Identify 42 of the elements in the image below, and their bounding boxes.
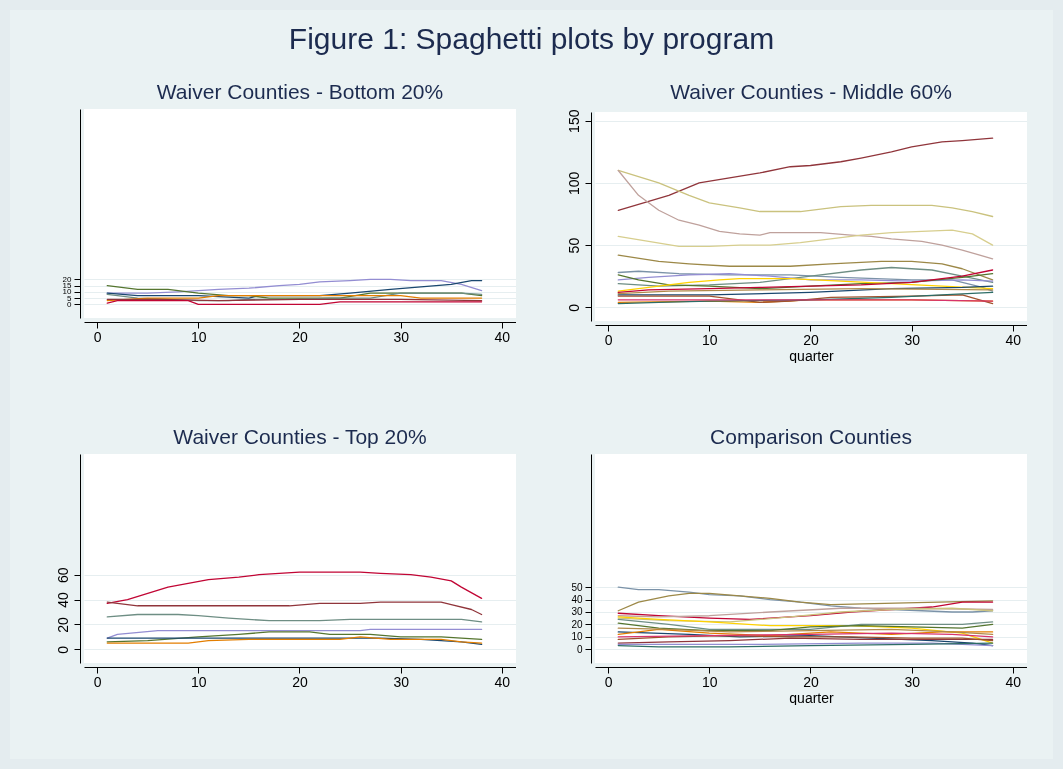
- y-tick-label: 20: [571, 618, 583, 630]
- x-tick-label: 10: [191, 673, 207, 690]
- x-tick-label: 20: [803, 673, 819, 690]
- x-tick-label: 10: [702, 331, 718, 348]
- x-tick-label: 40: [1005, 331, 1022, 348]
- x-tick-label: 30: [904, 673, 921, 690]
- x-tick-label: 10: [702, 673, 718, 690]
- y-tick-label: 0: [565, 303, 582, 312]
- x-tick-label: 0: [93, 328, 102, 345]
- x-tick-label: 10: [191, 328, 207, 345]
- x-tick-label: 0: [604, 673, 613, 690]
- y-tick-label: 60: [54, 567, 71, 583]
- x-axis-title: quarter: [789, 347, 835, 364]
- y-tick-label: 50: [571, 581, 583, 593]
- y-tick-label: 20: [62, 274, 73, 284]
- y-tick-label: 0: [576, 643, 583, 655]
- x-tick-label: 40: [494, 328, 511, 345]
- y-tick-label: 40: [54, 592, 71, 608]
- y-tick-label: 30: [571, 606, 583, 618]
- chart-title: Waiver Counties - Middle 60%: [670, 80, 952, 104]
- y-tick-label: 20: [54, 616, 71, 633]
- x-tick-label: 20: [803, 331, 819, 348]
- chart-title: Waiver Counties - Top 20%: [173, 425, 427, 448]
- chart-title: Comparison Counties: [710, 425, 912, 448]
- x-tick-label: 20: [292, 673, 308, 690]
- chart-title: Waiver Counties - Bottom 20%: [156, 80, 444, 103]
- x-tick-label: 30: [393, 328, 410, 345]
- y-tick-label: 100: [565, 171, 582, 196]
- y-tick-label: 10: [571, 631, 583, 643]
- y-tick-label: 50: [565, 237, 582, 254]
- x-tick-label: 40: [494, 673, 511, 690]
- x-tick-label: 40: [1005, 673, 1022, 690]
- x-tick-label: 20: [292, 328, 308, 345]
- y-tick-label: 150: [565, 109, 582, 133]
- y-tick-label: 40: [571, 594, 583, 606]
- x-tick-label: 0: [93, 673, 102, 690]
- x-tick-label: 0: [604, 331, 613, 348]
- x-tick-label: 30: [904, 331, 921, 348]
- x-tick-label: 30: [393, 673, 410, 690]
- x-axis-title: quarter: [789, 689, 835, 706]
- y-tick-label: 0: [54, 645, 71, 654]
- caption: Figure 1: Spaghetti plots by program: [287, 22, 776, 56]
